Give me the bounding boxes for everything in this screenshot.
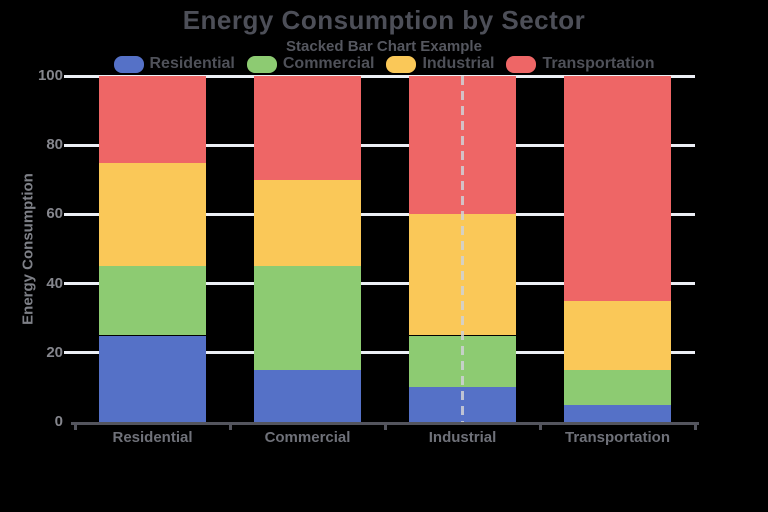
x-axis-line — [71, 422, 699, 425]
legend-label: Industrial — [422, 55, 495, 72]
bar-segment-commercial-commercial[interactable] — [254, 266, 361, 371]
x-tick-label-residential: Residential — [112, 429, 193, 446]
gridline — [75, 282, 695, 286]
x-tick-label-commercial: Commercial — [264, 429, 351, 446]
bar-segment-industrial-commercial[interactable] — [254, 179, 361, 267]
chart-subtitle: Stacked Bar Chart Example — [286, 38, 482, 55]
legend-item-transportation[interactable]: Transportation — [506, 55, 654, 73]
y-axis-tick — [64, 74, 77, 78]
bar-segment-commercial-residential[interactable] — [99, 266, 206, 336]
y-axis-tick — [64, 351, 77, 355]
gridline — [75, 351, 695, 355]
gridline — [75, 143, 695, 147]
gridline — [75, 74, 695, 78]
legend-swatch-industrial — [386, 55, 417, 73]
bar-segment-residential-transportation[interactable] — [564, 404, 671, 422]
x-axis-tick — [228, 425, 232, 430]
dashed-marker-line — [461, 76, 464, 422]
y-tick-label: 40 — [46, 274, 63, 292]
gridline — [75, 212, 695, 216]
x-axis-tick — [693, 425, 697, 430]
bar-segment-transportation-commercial[interactable] — [254, 76, 361, 180]
plot-area: 0 20 40 60 80 100 Residential Commercial Industr… — [38, 67, 699, 446]
legend-swatch-residential — [113, 55, 144, 73]
y-axis-tick — [64, 143, 77, 147]
y-axis-label: Energy Consumption — [19, 173, 37, 325]
x-tick-label-transportation: Transportation — [564, 429, 670, 446]
bar-segment-transportation-residential[interactable] — [99, 76, 206, 163]
y-tick-label: 80 — [46, 136, 63, 154]
legend-label: Transportation — [542, 55, 655, 72]
y-tick-label: 100 — [37, 67, 63, 84]
x-tick-label-industrial: Industrial — [428, 429, 497, 446]
x-axis-tick — [73, 425, 77, 430]
y-tick-label: 20 — [46, 343, 63, 361]
legend-item-industrial[interactable]: Industrial — [386, 55, 494, 73]
bar-segment-industrial-residential[interactable] — [99, 162, 206, 267]
x-axis-tick — [538, 425, 542, 430]
bar-segment-residential-residential[interactable] — [99, 335, 206, 422]
legend-label: Commercial — [282, 55, 375, 72]
legend-swatch-commercial — [246, 55, 277, 73]
legend-label: Residential — [149, 55, 235, 72]
legend-item-commercial[interactable]: Commercial — [246, 55, 375, 73]
legend-item-residential[interactable]: Residential — [113, 55, 235, 73]
bar-segment-residential-commercial[interactable] — [254, 370, 361, 422]
legend: Residential Commercial Industrial Transport… — [0, 55, 768, 73]
x-axis-tick — [383, 425, 387, 430]
bar-segment-commercial-transportation[interactable] — [564, 370, 671, 405]
y-axis-tick — [64, 282, 77, 286]
y-tick-label: 60 — [46, 205, 63, 223]
bar-segment-transportation-transportation[interactable] — [564, 76, 671, 301]
legend-swatch-transportation — [506, 55, 537, 73]
chart-title: Energy Consumption by Sector — [182, 5, 586, 35]
y-tick-label: 0 — [54, 413, 63, 430]
bar-segment-industrial-transportation[interactable] — [564, 300, 671, 371]
y-axis-tick — [64, 212, 77, 216]
